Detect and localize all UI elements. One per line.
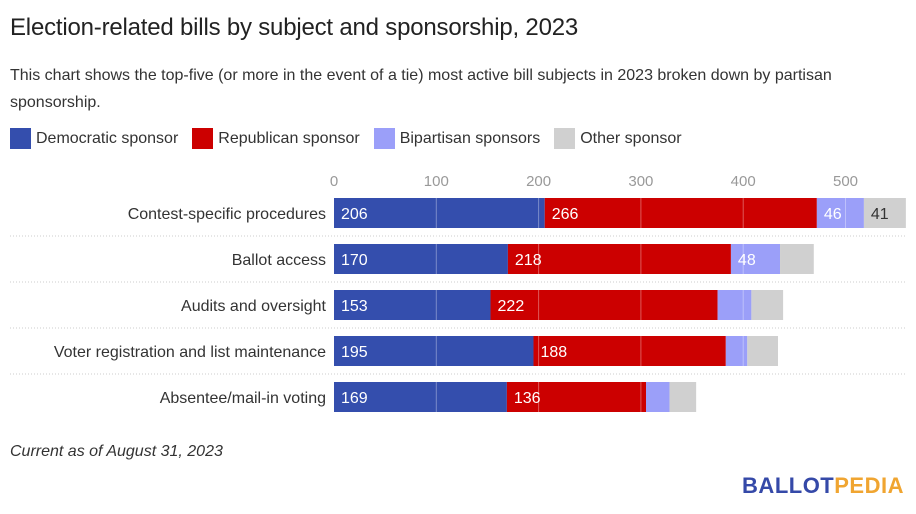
x-tick-label: 100 [424, 173, 449, 190]
legend: Democratic sponsor Republican sponsor Bi… [10, 128, 696, 149]
data-label: 170 [341, 252, 368, 269]
bar-segment-democratic-sponsor [334, 244, 508, 274]
data-label: 266 [552, 206, 579, 223]
category-label: Ballot access [232, 252, 326, 269]
legend-label-democratic: Democratic sponsor [36, 129, 179, 147]
data-label: 136 [514, 390, 541, 407]
category-label: Absentee/mail-in voting [160, 390, 326, 407]
bar-segment-democratic-sponsor [334, 290, 491, 320]
bar-segment-bipartisan-sponsors [646, 382, 670, 412]
bar-segment-republican-sponsor [507, 244, 731, 274]
legend-label-republican: Republican sponsor [218, 129, 360, 147]
data-label: 41 [871, 206, 889, 223]
bar-segment-bipartisan-sponsors [816, 198, 864, 228]
bar-segment-bipartisan-sponsors [717, 290, 752, 320]
bar-segment-democratic-sponsor [334, 382, 507, 412]
logo-part-ballot: BALLOT [742, 473, 835, 498]
x-tick-label: 200 [526, 173, 551, 190]
legend-item-democratic[interactable]: Democratic sponsor [10, 128, 178, 149]
bar-segment-other-sponsor [780, 244, 814, 274]
legend-swatch-democratic [10, 128, 31, 149]
x-tick-label: 400 [731, 173, 756, 190]
data-label: 169 [341, 390, 368, 407]
legend-item-bipartisan[interactable]: Bipartisan sponsors [373, 128, 541, 149]
bar-segment-other-sponsor [747, 336, 778, 366]
legend-label-bipartisan: Bipartisan sponsors [399, 129, 541, 147]
legend-swatch-bipartisan [373, 128, 395, 149]
bar-segment-democratic-sponsor [334, 198, 545, 228]
category-label: Voter registration and list maintenance [54, 344, 326, 361]
category-label: Contest-specific procedures [128, 206, 326, 223]
bar-segment-republican-sponsor [533, 336, 726, 366]
chart-title: Election-related bills by subject and sp… [10, 14, 579, 41]
bar-segment-bipartisan-sponsors [725, 336, 748, 366]
bar-segment-republican-sponsor [544, 198, 817, 228]
legend-label-other: Other sponsor [580, 129, 682, 147]
bar-segment-bipartisan-sponsors [730, 244, 781, 274]
data-label: 218 [515, 252, 542, 269]
legend-swatch-other [554, 128, 576, 149]
legend-item-republican[interactable]: Republican sponsor [192, 128, 360, 149]
legend-item-other[interactable]: Other sponsor [554, 128, 682, 149]
bar-segment-other-sponsor [863, 198, 906, 228]
logo-part-pedia: PEDIA [834, 473, 904, 498]
x-tick-label: 500 [833, 173, 858, 190]
data-label: 188 [540, 344, 567, 361]
chart-subtitle: This chart shows the top-five (or more i… [10, 67, 832, 111]
category-label: Audits and oversight [181, 298, 327, 315]
x-tick-label: 0 [330, 173, 338, 190]
legend-swatch-republican [192, 128, 214, 149]
x-tick-label: 300 [628, 173, 653, 190]
data-label: 222 [498, 298, 525, 315]
data-label: 206 [341, 206, 368, 223]
bar-segment-republican-sponsor [490, 290, 718, 320]
footnote: Current as of August 31, 2023 [10, 443, 223, 460]
bar-segment-other-sponsor [669, 382, 697, 412]
ballotpedia-logo: BALLOTPEDIA [742, 473, 904, 499]
data-label: 48 [738, 252, 756, 269]
data-label: 46 [824, 206, 842, 223]
bar-segment-democratic-sponsor [334, 336, 534, 366]
bar-segment-other-sponsor [751, 290, 784, 320]
data-label: 153 [341, 298, 368, 315]
bar-segment-republican-sponsor [506, 382, 647, 412]
data-label: 195 [341, 344, 368, 361]
